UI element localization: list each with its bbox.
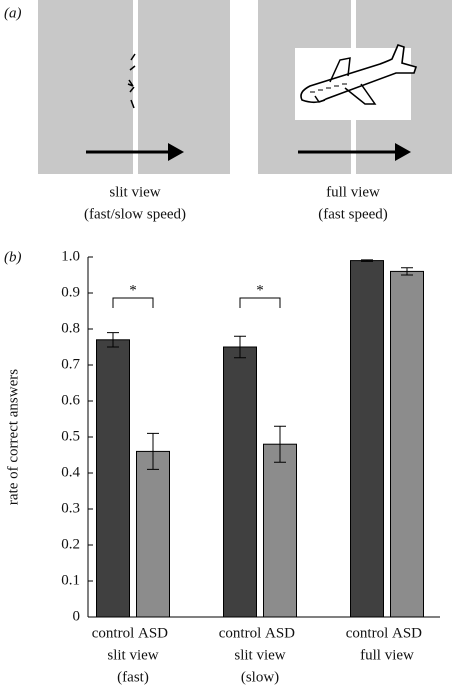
panel-label: (a) (4, 5, 22, 21)
y-tick-label: 0.4 (61, 464, 80, 480)
x-tick-label: (slow) (241, 669, 279, 685)
significance-label: * (129, 282, 137, 298)
bar (96, 339, 130, 618)
bar-label: control (92, 625, 135, 641)
x-tick-label: slit view (107, 647, 158, 663)
bar-label: ASD (392, 625, 422, 641)
y-tick-label: 0 (73, 608, 81, 624)
error-bar (401, 267, 413, 276)
bar-label: control (346, 625, 389, 641)
y-tick-label: 1.0 (61, 248, 80, 264)
panel-label: (b) (4, 249, 22, 265)
bar-label: control (219, 625, 262, 641)
bar-label: ASD (265, 625, 295, 641)
y-tick-label: 0.8 (61, 320, 80, 336)
x-tick-label: (fast) (117, 669, 149, 685)
y-tick-label: 0.7 (61, 356, 80, 372)
significance-label: * (256, 282, 264, 298)
bar-label: ASD (138, 625, 168, 641)
y-tick-label: 0.5 (61, 428, 80, 444)
error-bar (147, 432, 159, 470)
y-tick-label: 0.9 (61, 284, 80, 300)
bar (263, 443, 297, 618)
bar (223, 346, 257, 618)
y-tick-label: 0.6 (61, 392, 80, 408)
y-axis-label: rate of correct answers (5, 369, 21, 505)
bar (136, 450, 170, 618)
significance-bracket (112, 297, 154, 308)
full-panel (258, 0, 452, 174)
error-bar (107, 332, 119, 348)
error-bar (234, 335, 246, 359)
y-tick-label: 0.1 (61, 572, 80, 588)
caption: (fast speed) (318, 206, 388, 222)
slit-panel (38, 0, 230, 174)
bar (390, 270, 424, 618)
caption: (fast/slow speed) (84, 206, 186, 222)
error-bar (274, 425, 286, 463)
x-tick-label: slit view (234, 647, 285, 663)
y-tick-label: 0.2 (61, 536, 80, 552)
error-bar (361, 259, 373, 262)
significance-bracket (239, 297, 281, 308)
y-tick-label: 0.3 (61, 500, 80, 516)
caption: slit view (109, 184, 160, 200)
x-tick-label: full view (360, 647, 414, 663)
bar (350, 260, 384, 618)
caption: full view (326, 184, 380, 200)
